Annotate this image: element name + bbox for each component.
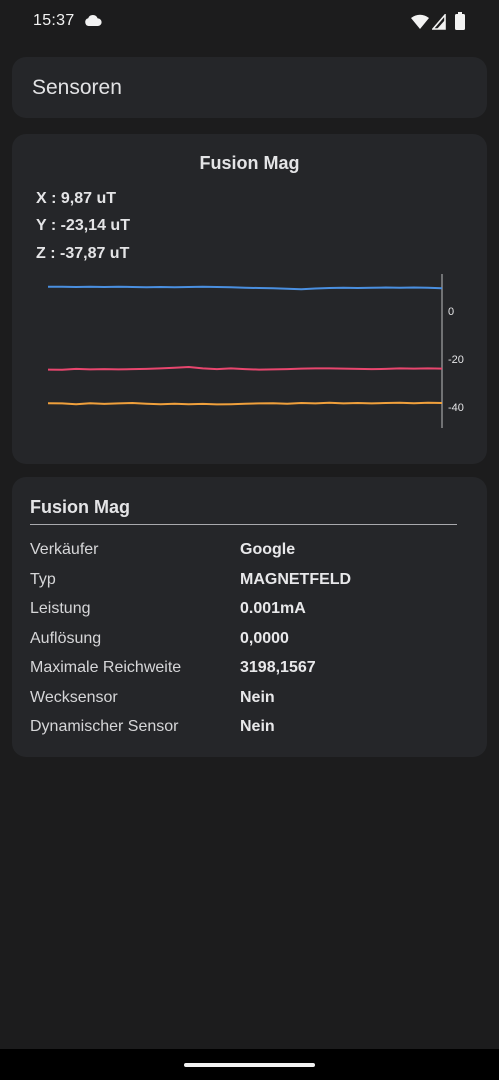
info-label: Wecksensor <box>30 689 118 706</box>
sensor-info-card: Fusion Mag Verkäufer Google Typ MAGNETFE… <box>12 477 487 757</box>
wifi-icon <box>411 14 429 29</box>
info-value: MAGNETFELD <box>240 571 352 588</box>
info-label: Verkäufer <box>30 541 99 558</box>
info-row-resolution: Auflösung 0,0000 <box>30 630 470 654</box>
info-value: Nein <box>240 718 275 735</box>
z-readout: Z : -37,87 uT <box>36 245 130 262</box>
status-bar: 15:37 <box>0 0 499 44</box>
y-tick-label: -20 <box>448 354 464 366</box>
info-value: Nein <box>240 689 275 706</box>
series-line-y <box>47 366 443 371</box>
info-row-dynamic-sensor: Dynamischer Sensor Nein <box>30 718 470 742</box>
status-time: 15:37 <box>33 12 75 29</box>
info-value: Google <box>240 541 296 558</box>
info-row-power: Leistung 0.001mA <box>30 600 470 624</box>
page-title: Sensoren <box>32 76 122 99</box>
chart-card: Fusion Mag X : 9,87 uT Y : -23,14 uT Z :… <box>12 134 487 464</box>
y-tick-label: -40 <box>448 402 464 414</box>
info-label: Dynamischer Sensor <box>30 718 179 735</box>
info-label: Leistung <box>30 600 91 617</box>
battery-icon <box>455 12 465 30</box>
info-label: Auflösung <box>30 630 102 647</box>
info-row-vendor: Verkäufer Google <box>30 541 470 565</box>
info-value: 0,0000 <box>240 630 289 647</box>
info-label: Maximale Reichweite <box>30 659 182 676</box>
info-value: 3198,1567 <box>240 659 316 676</box>
series-line-z <box>47 401 443 406</box>
info-value: 0.001mA <box>240 600 306 617</box>
info-title: Fusion Mag <box>30 497 130 517</box>
home-indicator[interactable] <box>184 1063 315 1067</box>
info-divider <box>30 524 457 525</box>
chart-title: Fusion Mag <box>199 153 300 173</box>
signal-icon <box>432 14 446 30</box>
info-row-type: Typ MAGNETFELD <box>30 571 470 595</box>
y-readout: Y : -23,14 uT <box>36 217 130 234</box>
navigation-bar <box>0 1049 499 1080</box>
cloud-icon <box>85 15 102 26</box>
x-readout: X : 9,87 uT <box>36 190 117 207</box>
info-row-max-range: Maximale Reichweite 3198,1567 <box>30 659 470 683</box>
info-label: Typ <box>30 571 56 588</box>
header-card: Sensoren <box>12 57 487 118</box>
y-tick-label: 0 <box>448 306 454 318</box>
series-line-x <box>48 285 443 291</box>
magnetometer-chart: 0 -20 -40 <box>47 274 464 428</box>
info-row-wake-sensor: Wecksensor Nein <box>30 689 470 713</box>
